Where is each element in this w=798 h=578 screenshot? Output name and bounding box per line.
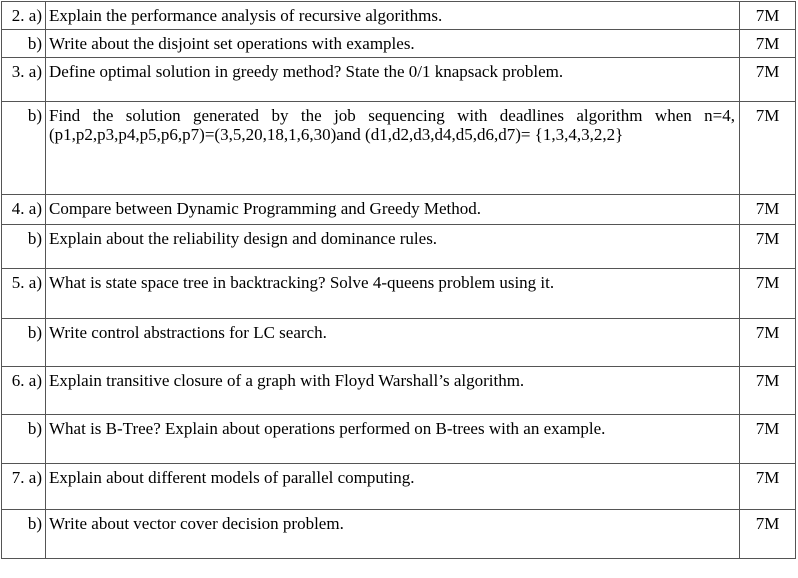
- question-text: Write about vector cover decision proble…: [45, 509, 740, 559]
- question-marks: 7M: [739, 29, 796, 58]
- question-row: b) Write about the disjoint set operatio…: [1, 29, 796, 58]
- question-table: 2. a) Explain the performance analysis o…: [1, 1, 796, 559]
- question-text: What is state space tree in backtracking…: [45, 268, 740, 319]
- question-text: Explain the performance analysis of recu…: [45, 1, 740, 30]
- question-marks: 7M: [739, 509, 796, 559]
- question-row: 5. a) What is state space tree in backtr…: [1, 268, 796, 319]
- question-text: Explain about the reliability design and…: [45, 224, 740, 269]
- question-row: 6. a) Explain transitive closure of a gr…: [1, 366, 796, 415]
- question-number: b): [1, 509, 46, 559]
- question-row: b) Find the solution generated by the jo…: [1, 101, 796, 195]
- question-marks: 7M: [739, 366, 796, 415]
- question-number: 5. a): [1, 268, 46, 319]
- question-row: 4. a) Compare between Dynamic Programmin…: [1, 194, 796, 225]
- question-number: b): [1, 318, 46, 367]
- question-row: b) Write about vector cover decision pro…: [1, 509, 796, 559]
- question-marks: 7M: [739, 101, 796, 195]
- question-marks: 7M: [739, 57, 796, 102]
- question-number: b): [1, 224, 46, 269]
- question-marks: 7M: [739, 414, 796, 464]
- question-number: b): [1, 29, 46, 58]
- question-text: Find the solution generated by the job s…: [45, 101, 740, 195]
- question-text: Explain transitive closure of a graph wi…: [45, 366, 740, 415]
- question-marks: 7M: [739, 463, 796, 510]
- question-row: b) What is B-Tree? Explain about operati…: [1, 414, 796, 464]
- question-number: 4. a): [1, 194, 46, 225]
- question-text: Write about the disjoint set operations …: [45, 29, 740, 58]
- question-marks: 7M: [739, 318, 796, 367]
- question-text: What is B-Tree? Explain about operations…: [45, 414, 740, 464]
- question-text: Explain about different models of parall…: [45, 463, 740, 510]
- question-row: 2. a) Explain the performance analysis o…: [1, 1, 796, 30]
- question-number: 7. a): [1, 463, 46, 510]
- question-number: 2. a): [1, 1, 46, 30]
- question-marks: 7M: [739, 224, 796, 269]
- question-row: 3. a) Define optimal solution in greedy …: [1, 57, 796, 102]
- question-number: 3. a): [1, 57, 46, 102]
- question-row: 7. a) Explain about different models of …: [1, 463, 796, 510]
- question-row: b) Write control abstractions for LC sea…: [1, 318, 796, 367]
- question-marks: 7M: [739, 268, 796, 319]
- question-number: 6. a): [1, 366, 46, 415]
- question-text: Write control abstractions for LC search…: [45, 318, 740, 367]
- question-marks: 7M: [739, 194, 796, 225]
- question-number: b): [1, 101, 46, 195]
- question-text: Define optimal solution in greedy method…: [45, 57, 740, 102]
- question-text: Compare between Dynamic Programming and …: [45, 194, 740, 225]
- question-marks: 7M: [739, 1, 796, 30]
- question-row: b) Explain about the reliability design …: [1, 224, 796, 269]
- question-number: b): [1, 414, 46, 464]
